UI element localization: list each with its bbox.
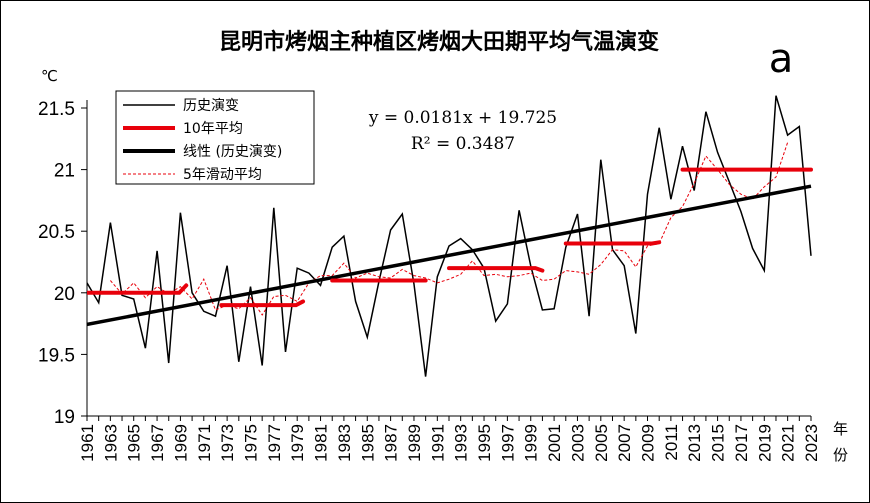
x-tick-label: 2005 [592,424,611,462]
x-tick-label: 1973 [218,424,237,462]
decade-average-segment [219,299,306,308]
x-tick-label: 2009 [639,424,658,462]
x-tick-label: 1967 [148,424,167,462]
legend: 历史演变 10年平均 线性 (历史演变) 5年滑动平均 [115,90,315,185]
x-axis-label-char-1: 年 [833,420,848,438]
series-linear-trend [87,184,812,327]
y-tick-label: 19 [54,407,75,428]
x-tick-label: 1961 [78,424,97,462]
y-axis-unit: ℃ [41,67,58,85]
x-tick-label: 1993 [452,424,471,462]
chart-title: 昆明市烤烟主种植区烤烟大田期平均气温演变 [219,29,659,55]
x-tick-label: 2003 [568,424,587,462]
x-tick-label: 1963 [101,424,120,462]
x-tick-label: 2001 [545,424,564,462]
series-history [87,95,812,377]
trend-r-squared: R² = 0.3487 [411,134,515,154]
y-tick-label: 21.5 [38,99,75,120]
y-tick-label: 19.5 [38,345,75,366]
decade-average-segment [87,283,189,295]
x-tick-label: 2017 [732,424,751,462]
decade-average-segment [563,240,662,246]
x-tick-label: 2013 [685,424,704,462]
legend-label-trend: 线性 (历史演变) [183,144,282,160]
x-tick-label: 2007 [615,424,634,462]
axes: 19 19.5 20 20.5 21 21.5 1961 1963 1965 1967 1969 19… [38,99,821,462]
trend-equation: y = 0.0181x + 19.725 [368,108,557,128]
x-tick-label: 1979 [288,424,307,462]
x-tick-label: 2015 [709,424,728,462]
y-tick-label: 20 [54,284,75,305]
x-tick-label: 2023 [802,424,821,462]
y-tick-label: 20.5 [38,222,75,243]
x-axis-label-char-2: 份 [833,446,848,464]
decade-average-segment [447,266,545,273]
legend-label-history: 历史演变 [183,98,239,114]
x-tick-label: 1965 [125,424,144,462]
x-tick-label: 1975 [241,424,260,462]
x-tick-label: 1983 [335,424,354,462]
x-tick-label: 1997 [498,424,517,462]
legend-label-decade: 10年平均 [183,121,243,137]
legend-box [115,90,315,185]
x-tick-label: 1969 [171,424,190,462]
x-tick-label: 1991 [428,424,447,462]
x-tick-label: 1977 [265,424,284,462]
panel-label: a [769,36,794,82]
x-tick-label: 1989 [405,424,424,462]
y-tick-label: 21 [54,161,75,182]
x-tick-label: 1995 [475,424,494,462]
x-tick-label: 1985 [358,424,377,462]
x-tick-label: 2019 [755,424,774,462]
series-layer [87,95,813,377]
legend-label-moving: 5年滑动平均 [183,166,262,183]
x-tick-label: 1971 [195,424,214,462]
x-tick-label: 1999 [522,424,541,462]
x-tick-label: 2011 [662,424,681,461]
x-tick-label: 1981 [312,424,331,462]
x-tick-label: 1987 [382,424,401,462]
x-tick-label: 2021 [779,424,798,462]
